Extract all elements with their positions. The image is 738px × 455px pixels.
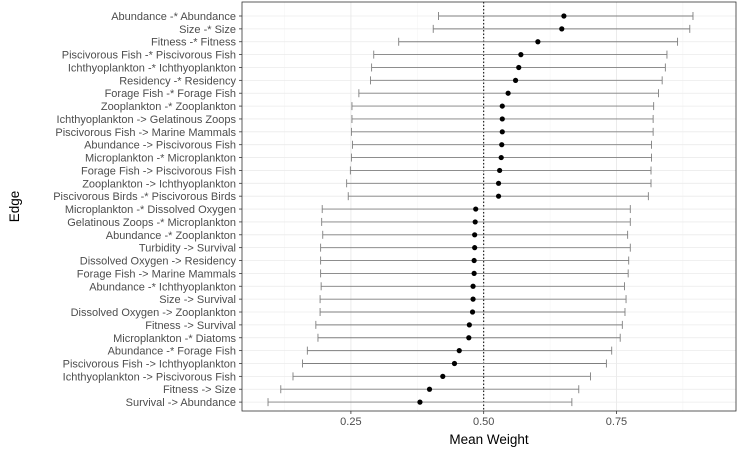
y-tick-label: Abundance -* Abundance [111,11,236,23]
mean-point [470,296,476,302]
y-tick-label: Dissolved Oxygen -> Residency [80,256,237,268]
y-tick-label: Abundance -* Ichthyoplankton [89,281,236,293]
mean-point [466,322,472,328]
mean-point [499,103,505,109]
mean-point [417,399,423,405]
y-tick-label: Piscivorous Birds -* Piscivorous Birds [53,191,236,203]
mean-point [535,39,541,45]
y-axis-title: Edge [7,191,22,223]
mean-point [470,283,476,289]
y-tick-label: Microplankton -* Dissolved Oxygen [65,204,236,216]
mean-point [516,64,522,71]
mean-point [495,180,502,186]
x-tick-labels: 0.25 0.50 0.75 [340,411,627,428]
panel-border [241,1,737,412]
x-tick-label: 0.50 [473,416,494,428]
mean-point [451,360,458,367]
x-tick-label: 0.75 [606,416,627,428]
y-tick-label: Microplankton -* Microplankton [85,153,236,165]
y-tick-label: Abundance -* Forage Fish [108,346,236,358]
mean-point [499,142,505,148]
mean-point [466,335,472,341]
mean-point [471,257,477,264]
mean-point [512,77,519,83]
mean-point [472,245,478,251]
mean-point [561,13,567,19]
mean-point [472,232,478,238]
y-tick-label: Size -> Survival [159,294,236,306]
point-layer [417,13,567,405]
mean-point [456,348,462,354]
y-tick-label: Fitness -> Size [163,384,236,396]
y-tick-label: Piscivorous Fish -> Marine Mammals [55,127,236,139]
y-tick-label: Turbidity -> Survival [139,243,236,255]
mean-point [518,52,524,58]
mean-point [469,309,476,315]
mean-point [498,154,504,161]
mean-point [499,116,505,122]
y-tick-label: Ichthyoplankton -> Gelatinous Zoops [57,114,237,126]
mean-point [471,270,477,276]
y-tick-label: Forage Fish -> Marine Mammals [77,268,237,280]
mean-point [473,206,479,212]
y-tick-label: Residency -* Residency [119,75,236,87]
y-tick-label: Size -* Size [179,24,236,36]
y-tick-label: Forage Fish -> Piscivorous Fish [81,165,236,177]
y-tick-label: Zooplankton -> Ichthyoplankton [82,178,236,190]
y-tick-label: Piscivorous Fish -> Ichthyoplankton [63,358,236,370]
y-tick-label: Abundance -* Zooplankton [106,230,236,242]
mean-point [497,167,503,174]
y-tick-label: Piscivorous Fish -* Piscivorous Fish [62,50,236,62]
mean-point [495,193,502,199]
y-tick-label: Microplankton -* Diatoms [113,333,236,345]
y-tick-label: Ichthyoplankton -* Ichthyoplankton [68,62,236,74]
mean-point [426,386,433,392]
y-tick-label: Dissolved Oxygen -> Zooplankton [71,307,236,319]
y-tick-label: Fitness -> Survival [145,320,236,332]
mean-point [472,219,478,225]
mean-point [559,26,565,32]
mean-point [440,373,446,379]
y-tick-label: Fitness -* Fitness [151,37,236,49]
y-tick-label: Zooplankton -* Zooplankton [101,101,236,113]
y-tick-label: Forage Fish -* Forage Fish [105,88,236,100]
y-tick-label: Survival -> Abundance [126,397,236,409]
y-tick-label: Abundance -> Piscivorous Fish [84,140,236,152]
mean-point [505,90,511,96]
x-tick-label: 0.25 [340,416,361,428]
y-tick-label: Ichthyoplankton -> Piscivorous Fish [63,371,236,383]
y-tick-label: Gelatinous Zoops -* Microplankton [67,217,236,229]
mean-point [499,129,505,135]
x-axis-title: Mean Weight [449,432,529,447]
